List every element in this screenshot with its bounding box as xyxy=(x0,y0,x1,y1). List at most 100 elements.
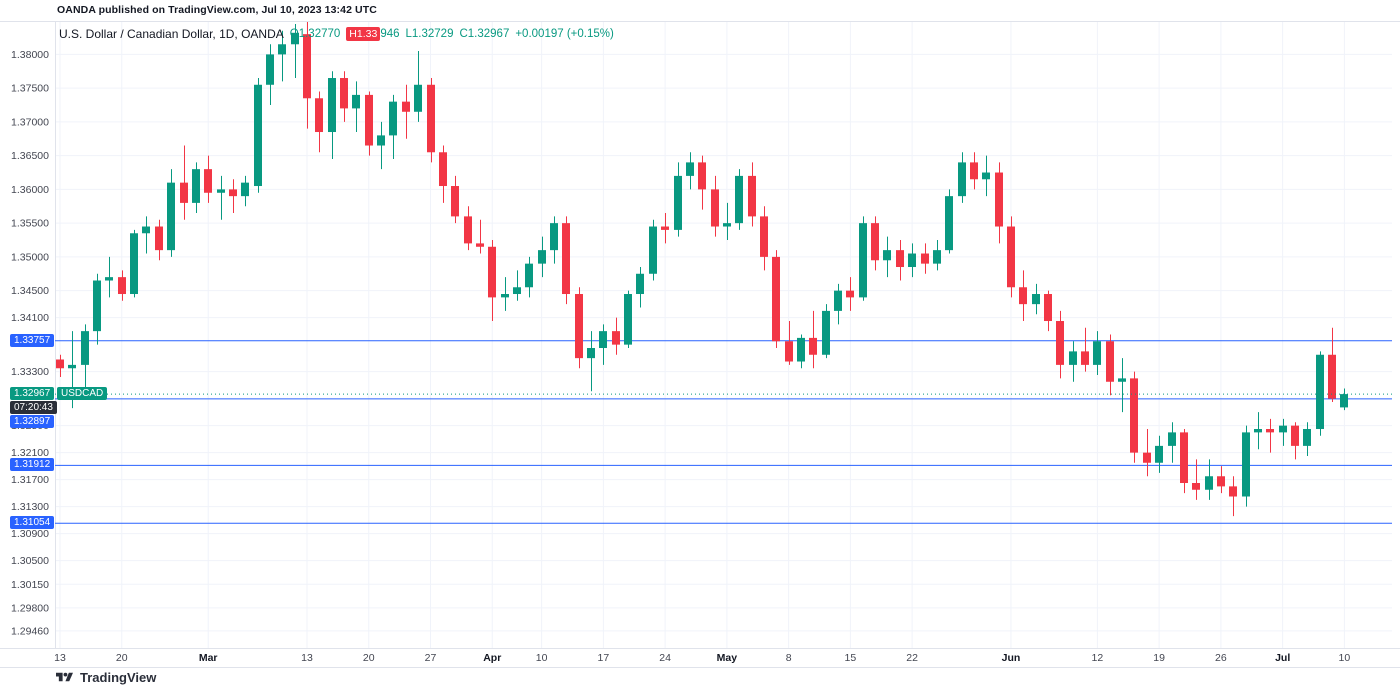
candle-body xyxy=(612,331,620,345)
price-axis-label: 1.37000 xyxy=(11,116,49,128)
price-axis-label: 1.31700 xyxy=(11,474,49,486)
candle-body xyxy=(266,54,274,85)
price-axis-label: 1.34500 xyxy=(11,285,49,297)
time-axis-label: 24 xyxy=(659,652,671,664)
time-axis-label: Jul xyxy=(1275,652,1290,664)
candle-body xyxy=(686,162,694,176)
candle-body xyxy=(130,233,138,295)
candle-body xyxy=(785,341,793,362)
candle-body xyxy=(587,348,595,359)
candle-body xyxy=(488,246,496,298)
time-axis-label: 13 xyxy=(54,652,66,664)
candle-body xyxy=(822,310,830,355)
price-axis-label: 1.36500 xyxy=(11,150,49,162)
candle-body xyxy=(1019,287,1027,305)
candle-body xyxy=(525,263,533,288)
candle-body xyxy=(698,162,706,190)
candle-body xyxy=(1340,394,1348,408)
candle-body xyxy=(1303,429,1311,446)
candle-body xyxy=(538,250,546,264)
candle-body xyxy=(1266,429,1274,433)
candle-body xyxy=(1279,425,1287,433)
candle-body xyxy=(105,277,113,281)
candle-body xyxy=(908,253,916,268)
candle-body xyxy=(118,277,126,295)
price-axis-label: 1.35500 xyxy=(11,218,49,230)
candle-body xyxy=(846,290,854,298)
candle-body xyxy=(402,101,410,112)
time-axis-label: 17 xyxy=(598,652,610,664)
candle-body xyxy=(68,364,76,369)
candle-body xyxy=(1118,378,1126,382)
time-axis[interactable] xyxy=(0,648,1400,667)
candle-body xyxy=(427,84,435,153)
candle-body xyxy=(1069,351,1077,365)
time-axis-label: 12 xyxy=(1092,652,1104,664)
close-value: C1.32967 xyxy=(459,28,510,40)
candle-body xyxy=(550,223,558,251)
candle-body xyxy=(859,223,867,298)
time-axis-label: 19 xyxy=(1153,652,1165,664)
candle-body xyxy=(439,152,447,187)
candle-body xyxy=(1229,486,1237,497)
candle-body xyxy=(81,331,89,365)
chart-legend[interactable]: U.S. Dollar / Canadian Dollar, 1D, OANDA… xyxy=(59,27,614,41)
candle-body xyxy=(142,226,150,234)
candle-body xyxy=(56,359,64,369)
price-axis-label: 1.30500 xyxy=(11,555,49,567)
candle-body xyxy=(958,162,966,197)
candle-body xyxy=(748,175,756,217)
time-axis-label: Mar xyxy=(199,652,218,664)
publisher-note: OANDA published on TradingView.com, Jul … xyxy=(57,4,377,16)
candle-body xyxy=(365,94,373,146)
high-value-group: H1.33 946 xyxy=(346,27,400,41)
price-axis-label: 1.38000 xyxy=(11,49,49,61)
candle-body xyxy=(772,256,780,342)
time-axis-label: May xyxy=(717,652,738,664)
time-axis-label: Apr xyxy=(483,652,501,664)
candle-body xyxy=(1217,476,1225,487)
candle-body xyxy=(871,223,879,261)
candle-body xyxy=(180,182,188,203)
candle-body xyxy=(562,223,570,295)
candle-body xyxy=(1291,425,1299,446)
time-axis-label: 15 xyxy=(845,652,857,664)
candle-body xyxy=(1316,354,1324,430)
low-value: L1.32729 xyxy=(405,28,454,40)
candle-body xyxy=(1168,432,1176,446)
time-axis-label: 20 xyxy=(363,652,375,664)
candle-body xyxy=(1143,452,1151,463)
candle-body xyxy=(217,189,225,193)
candle-body xyxy=(735,175,743,224)
high-value-badge: H1.33 xyxy=(346,27,381,41)
symbol-title[interactable]: U.S. Dollar / Canadian Dollar, 1D, OANDA xyxy=(59,27,284,41)
candle-body xyxy=(711,189,719,227)
time-axis-label: 27 xyxy=(425,652,437,664)
price-axis[interactable] xyxy=(0,22,55,648)
candle-body xyxy=(636,273,644,295)
candle-body xyxy=(192,169,200,203)
tradingview-attribution[interactable]: TradingView xyxy=(56,670,156,685)
candle-body xyxy=(723,223,731,227)
candle-body xyxy=(315,98,323,133)
candle-body xyxy=(760,216,768,257)
candle-body xyxy=(649,226,657,274)
open-value: O1.32770 xyxy=(289,28,341,40)
candle-body xyxy=(834,290,842,311)
candle-body xyxy=(1254,429,1262,433)
candle-body xyxy=(797,337,805,362)
tradingview-brand-text: TradingView xyxy=(80,670,157,685)
price-axis-label: 1.29800 xyxy=(11,602,49,614)
price-axis-label: 1.36000 xyxy=(11,184,49,196)
candle-body xyxy=(476,243,484,247)
change-value: +0.00197 (+0.15%) xyxy=(515,28,614,40)
candle-body xyxy=(624,294,632,345)
time-axis-label: Jun xyxy=(1002,652,1021,664)
candle-body xyxy=(674,175,682,230)
candle-body xyxy=(809,337,817,355)
candle-body xyxy=(340,78,348,109)
price-axis-label: 1.29460 xyxy=(11,625,49,637)
candle-body xyxy=(204,169,212,193)
candle-body xyxy=(1328,354,1336,399)
